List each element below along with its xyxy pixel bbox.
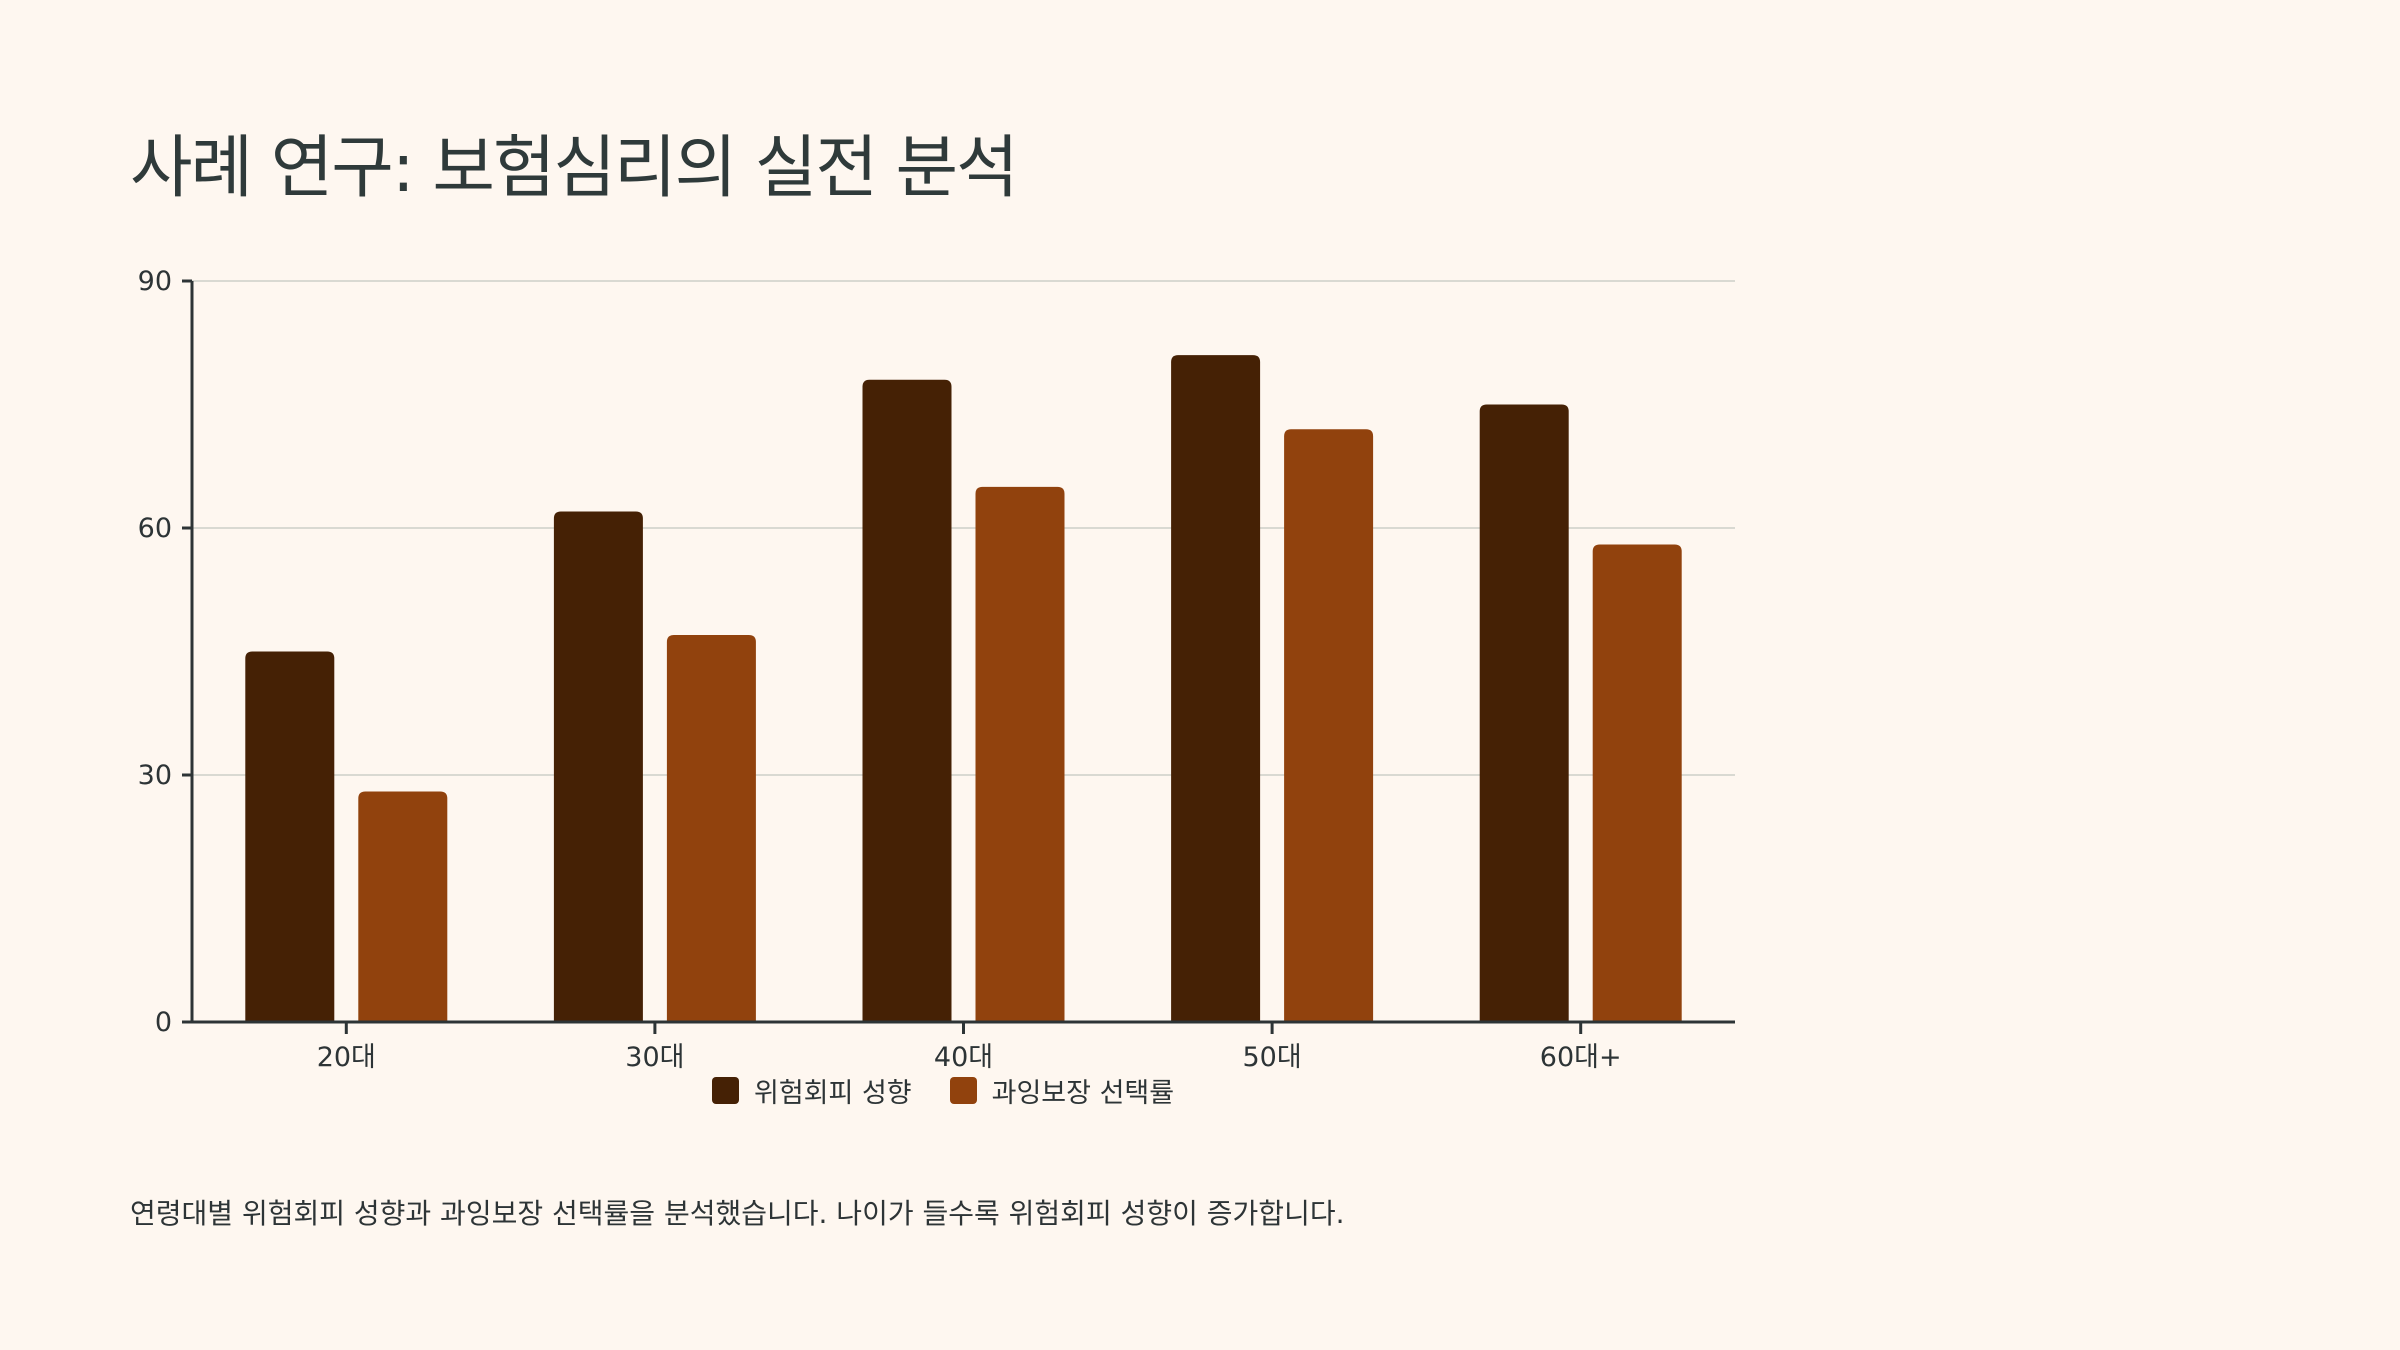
bar-over-coverage [975,486,1065,1022]
legend-item-over-coverage: 과잉보장 선택률 [949,1071,1175,1110]
slide-caption: 연령대별 위험회피 성향과 과잉보장 선택률을 분석했습니다. 나이가 들수록 … [130,1197,1345,1230]
x-tick-label: 30대 [625,1042,684,1073]
bars [245,355,1682,1023]
gridlines [192,280,1735,776]
legend-label-over-coverage: 과잉보장 선택률 [991,1078,1175,1109]
legend-swatch-risk-aversion [712,1077,739,1104]
bar-over-coverage [358,791,448,1022]
legend-item-risk-aversion: 위험회피 성향 [712,1071,912,1110]
axes: 0 30 60 90 20대 30대 40대 50대 60대+ [138,266,1735,1073]
bar-risk-aversion [245,651,335,1022]
y-tick-label: 60 [138,513,172,544]
y-tick-label: 90 [138,266,172,297]
y-tick-label: 0 [155,1007,172,1038]
legend-label-risk-aversion: 위험회피 성향 [754,1078,912,1109]
bar-risk-aversion [553,511,643,1022]
x-tick-label: 40대 [934,1042,993,1073]
x-tick-label: 50대 [1242,1042,1301,1073]
legend-swatch-over-coverage [949,1077,977,1104]
bar-risk-aversion [1479,404,1569,1022]
bar-risk-aversion [862,379,952,1022]
y-tick-label: 30 [138,760,172,791]
x-tick-label: 20대 [317,1042,376,1073]
slide-title: 사례 연구: 보험심리의 실전 분석 [130,129,1019,208]
bar-chart: 0 30 60 90 20대 30대 40대 50대 60대+ [138,266,1735,1073]
x-tick-label: 60대+ [1540,1042,1622,1073]
bar-risk-aversion [1171,355,1261,1023]
chart-legend: 위험회피 성향 과잉보장 선택률 [712,1071,1212,1110]
bar-over-coverage [666,635,756,1022]
bar-over-coverage [1592,544,1682,1022]
bar-over-coverage [1284,429,1374,1022]
